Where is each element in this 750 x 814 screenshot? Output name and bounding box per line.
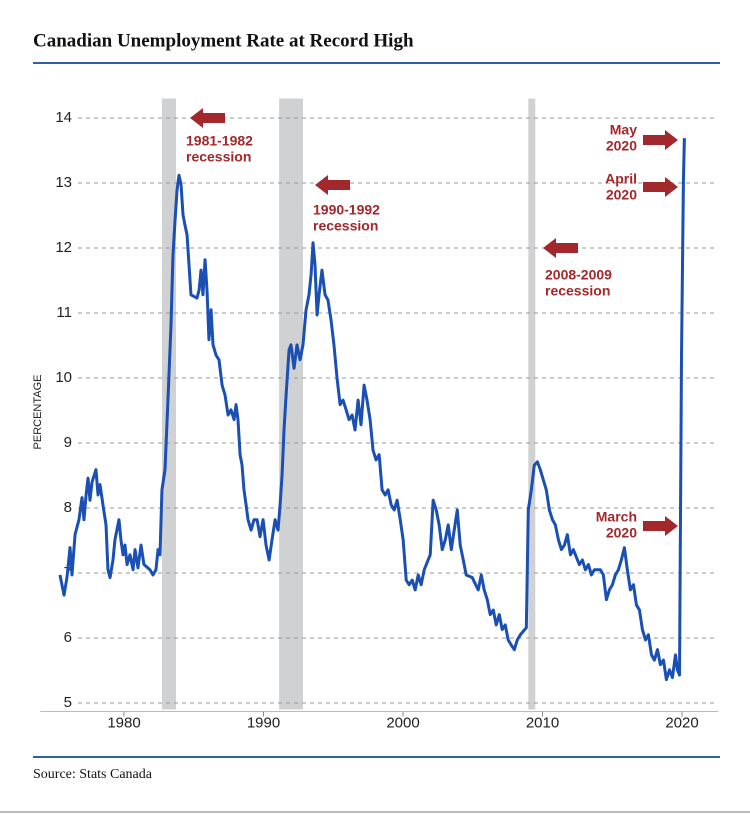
- annotation: May: [610, 122, 637, 138]
- y-tick-label: 6: [64, 629, 72, 646]
- annotation: recession: [545, 283, 610, 299]
- arrow: [643, 130, 678, 150]
- y-tick-label: 14: [55, 109, 72, 126]
- annotation: 2020: [606, 138, 637, 154]
- data-line: [58, 138, 686, 682]
- y-tick-label: 13: [55, 174, 72, 191]
- x-tick-label: 2000: [386, 714, 419, 731]
- x-tick-label: 2020: [665, 714, 698, 731]
- arrow: [643, 516, 678, 536]
- y-axis-label: PERCENTAGE: [32, 375, 44, 450]
- recession-band: [528, 98, 536, 710]
- annotation: 1981-1982: [186, 133, 253, 149]
- y-tick-label: 11: [56, 304, 72, 321]
- annotation: 1990-1992: [313, 202, 380, 218]
- arrows: [190, 108, 678, 536]
- chart-title: Canadian Unemployment Rate at Record Hig…: [33, 30, 414, 51]
- y-tick-label: 9: [64, 434, 72, 451]
- annotations: 1981-1982 recession 1990-1992 recession …: [186, 122, 637, 541]
- y-tick-label: 12: [55, 239, 72, 256]
- annotation: March: [596, 509, 637, 525]
- annotation: recession: [313, 218, 378, 234]
- arrow: [543, 238, 578, 258]
- arrow: [643, 177, 678, 197]
- x-tick-label: 1990: [247, 714, 280, 731]
- annotation: April: [605, 171, 637, 187]
- y-tick-label: 8: [64, 499, 72, 516]
- annotation: 2020: [606, 187, 637, 203]
- annotation: 2020: [606, 525, 637, 541]
- x-tick-label: 2010: [526, 714, 559, 731]
- annotation: 2008-2009: [545, 267, 612, 283]
- source: Source: Stats Canada: [33, 767, 153, 782]
- x-tick-label: 1980: [107, 714, 140, 731]
- y-tick-label: 10: [55, 369, 72, 386]
- y-tick-label: 5: [64, 694, 72, 711]
- arrow: [190, 108, 225, 128]
- arrow: [315, 175, 350, 195]
- annotation: recession: [186, 149, 251, 165]
- recession-band: [279, 98, 303, 710]
